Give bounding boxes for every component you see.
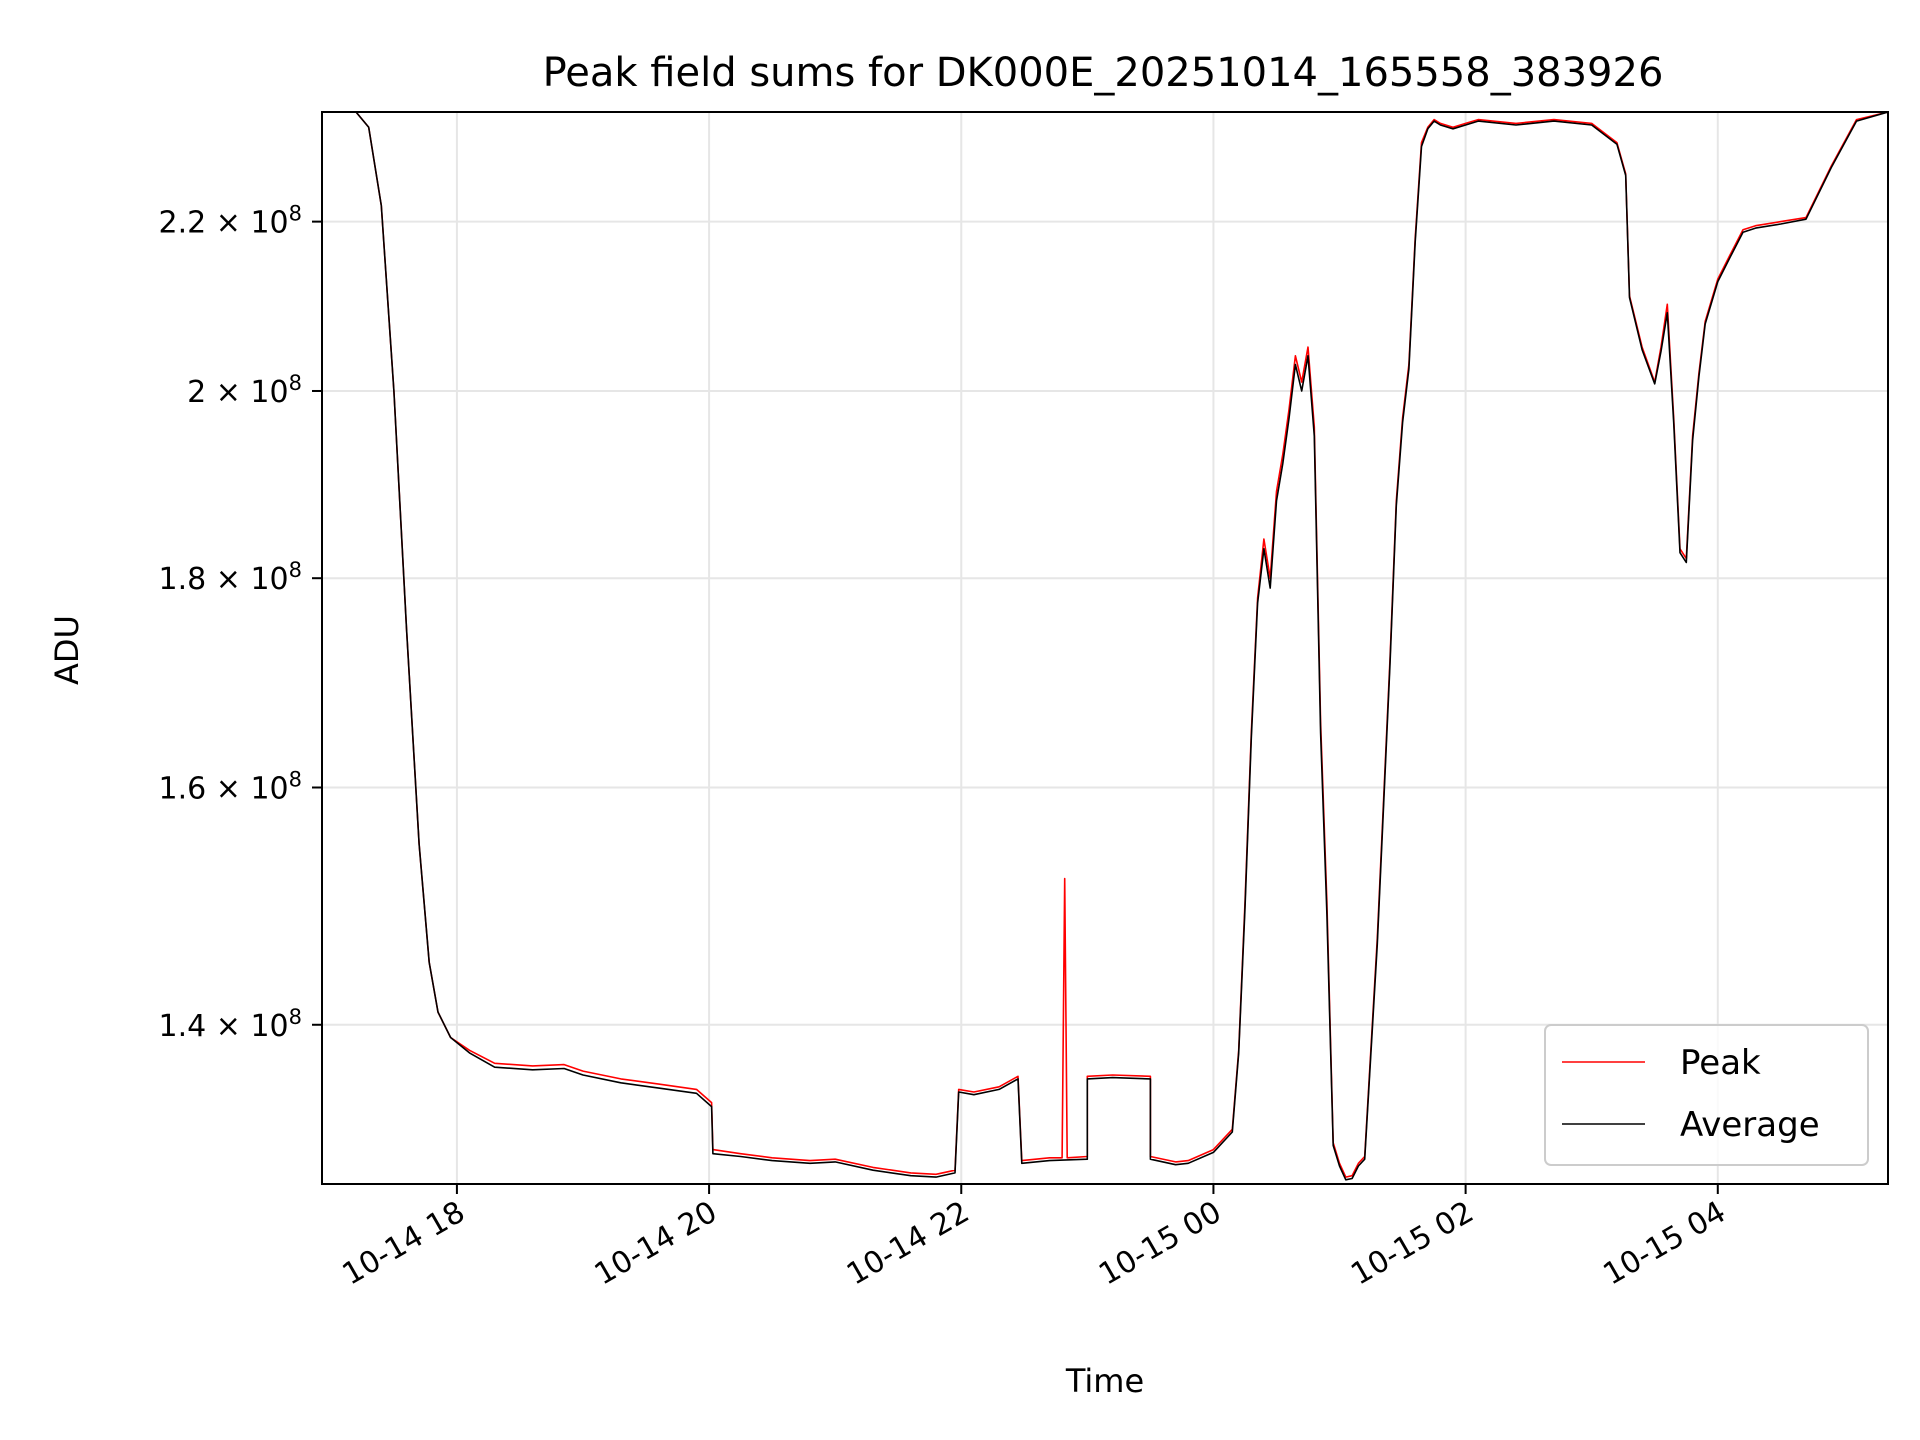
legend-label-peak: Peak xyxy=(1680,1043,1761,1083)
legend-label-average: Average xyxy=(1680,1105,1820,1145)
y-axis-label: ADU xyxy=(48,615,86,685)
y-axis: 1.4 × 108 1.6 × 108 1.8 × 108 2 × 108 2.2 × … xyxy=(159,202,322,1044)
y-tick-label: 1.8 × 108 xyxy=(159,558,302,597)
series-layer xyxy=(322,112,1888,1181)
series-line-average xyxy=(322,112,1888,1181)
y-tick-label: 2 × 108 xyxy=(187,371,302,410)
legend: Peak Average xyxy=(1544,1024,1869,1166)
x-axis-label: Time xyxy=(1065,1362,1144,1400)
plot-area-background xyxy=(322,112,1888,1184)
y-tick-label: 2.2 × 108 xyxy=(159,202,302,241)
plot-area-frame xyxy=(321,111,1889,1185)
y-tick-label: 1.4 × 108 xyxy=(159,1005,302,1044)
y-tick-label: 1.6 × 108 xyxy=(159,767,302,806)
legend-frame xyxy=(1544,1024,1869,1166)
chart-title: Peak field sums for DK000E_20251014_1655… xyxy=(543,50,1664,96)
